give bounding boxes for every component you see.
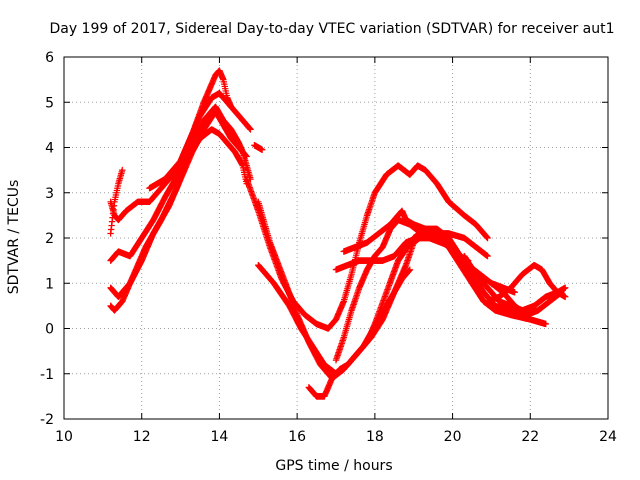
x-tick-label: 20 bbox=[444, 429, 462, 445]
grid-lines bbox=[64, 57, 608, 419]
y-tick-label: 3 bbox=[45, 186, 54, 202]
series-track-5 bbox=[107, 166, 126, 237]
y-tick-label: -1 bbox=[40, 367, 54, 383]
y-tick-label: -2 bbox=[40, 412, 54, 428]
data-point bbox=[247, 126, 254, 133]
x-axis-label: GPS time / hours bbox=[275, 458, 392, 474]
x-tick-label: 12 bbox=[133, 429, 151, 445]
data-points bbox=[107, 67, 569, 400]
y-tick-label: 1 bbox=[45, 276, 54, 292]
x-tick-label: 14 bbox=[211, 429, 229, 445]
data-point bbox=[258, 146, 266, 153]
y-tick-label: 4 bbox=[45, 141, 54, 157]
series-track-7 bbox=[251, 142, 266, 153]
chart-title: Day 199 of 2017, Sidereal Day-to-day VTE… bbox=[49, 21, 614, 37]
series-track-6 bbox=[146, 67, 235, 192]
x-tick-label: 10 bbox=[55, 429, 73, 445]
data-point bbox=[243, 153, 250, 160]
x-tick-label: 18 bbox=[366, 429, 384, 445]
x-tick-label: 22 bbox=[521, 429, 539, 445]
series-track-3 bbox=[107, 108, 250, 301]
y-tick-label: 6 bbox=[45, 50, 54, 66]
x-tick-label: 16 bbox=[288, 429, 306, 445]
series-track-8 bbox=[243, 162, 491, 332]
data-point bbox=[484, 234, 491, 242]
y-axis-label: SDTVAR / TECUs bbox=[6, 180, 22, 295]
data-point bbox=[119, 166, 126, 174]
y-tick-label: 0 bbox=[45, 322, 54, 338]
series-track-4 bbox=[107, 126, 250, 314]
data-point bbox=[227, 103, 235, 110]
y-tick-label: 2 bbox=[45, 231, 54, 247]
y-tick-label: 5 bbox=[45, 95, 54, 111]
x-tick-label: 24 bbox=[599, 429, 617, 445]
